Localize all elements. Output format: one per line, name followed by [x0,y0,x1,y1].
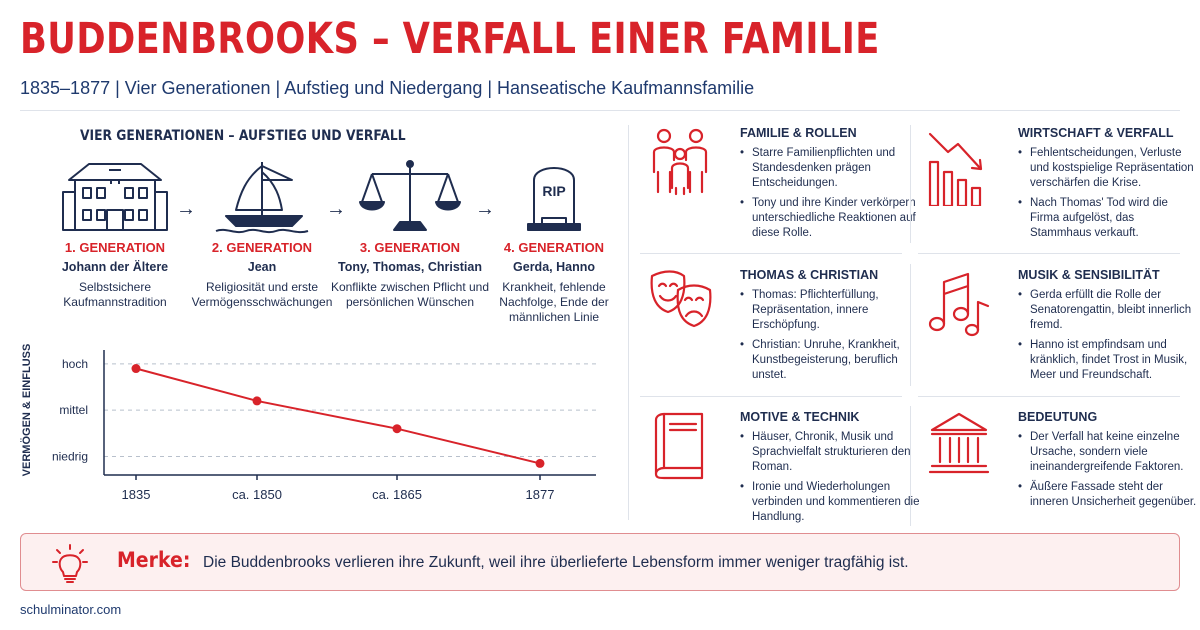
generation-names: Johann der Ältere [61,260,169,274]
list-item: Äußere Fassade steht der inneren Unsiche… [1018,480,1198,510]
house-icon [62,163,168,231]
merke-callout: Merke: Die Buddenbrooks verlieren ihre Z… [20,533,1180,591]
chart-x-tick-label: ca. 1865 [372,487,422,502]
temple-icon [928,412,990,474]
generation-description: Religiosität und erste Vermögensschwächu… [191,280,333,309]
lightbulb-icon [52,544,88,583]
panel-bedeutung: BEDEUTUNG Der Verfall hat keine einzelne… [928,410,1198,530]
merke-title: Merke: [117,548,191,572]
ship-icon [215,162,309,234]
chart-y-tick-label: niedrig [52,449,88,463]
section-divider [628,125,629,520]
panel-thomas-christian: THOMAS & CHRISTIAN Thomas: Pflichterfüll… [650,268,920,388]
panel-divider [910,125,911,243]
panel-bullets: Gerda erfüllt die Rolle der Senatorengat… [1018,288,1198,388]
generation-description: Selbstsichere Kaufmannstradition [63,280,167,309]
generation-label: 1. GENERATION [64,240,166,255]
list-item: Nach Thomas' Tod wird die Firma aufgelös… [1018,196,1198,241]
panel-bullets: Der Verfall hat keine einzelne Ursache, … [1018,430,1198,515]
generation-description: Krankheit, fehlende Nachfolge, Ende der … [499,280,609,324]
arrow-icon: → [326,198,346,220]
panel-title: THOMAS & CHRISTIAN [740,268,879,282]
chart-data-point [131,364,141,374]
theater-masks-icon [650,270,712,328]
gravestone-text: RIP [542,183,565,199]
list-item: Häuser, Chronik, Musik und Sprachvielfal… [740,430,920,475]
generation-names: Tony, Thomas, Christian [338,260,482,274]
panel-divider [640,253,902,254]
arrow-icon: → [475,198,495,220]
chart-data-point [535,458,545,468]
chart-data-point [252,396,262,406]
generation-label: 3. GENERATION [359,240,461,255]
generation-names: Jean [247,260,277,274]
wealth-influence-chart: VERMÖGEN & EINFLUSS niedrig mittel hoch 18… [20,344,596,502]
chart-y-axis-label: VERMÖGEN & EINFLUSS [20,344,33,477]
music-notes-icon [928,272,990,337]
panel-musik-sensibilitaet: MUSIK & SENSIBILITÄT Gerda erfüllt die R… [928,268,1198,388]
list-item: Der Verfall hat keine einzelne Ursache, … [1018,430,1198,475]
generations-heading: VIER GENERATIONEN – AUFSTIEG UND VERFALL [80,128,406,144]
chart-x-tick-label: 1877 [526,487,555,502]
generation-names: Gerda, Hanno [513,260,595,274]
footer-source: schulminator.com [20,602,122,617]
panel-divider [918,396,1180,397]
panel-title: MUSIK & SENSIBILITÄT [1018,268,1160,282]
list-item: Christian: Unruhe, Krankheit, Kunstbegei… [740,338,920,383]
panel-title: WIRTSCHAFT & VERFALL [1018,126,1174,140]
generation-2: 2. GENERATION Jean Religiosität und erst… [182,158,342,310]
chart-x-tick-label: ca. 1850 [232,487,282,502]
arrow-icon: → [176,198,196,220]
panel-familie-rollen: FAMILIE & ROLLEN Starre Familienpflichte… [650,126,920,246]
panel-bullets: Häuser, Chronik, Musik und Sprachvielfal… [740,430,920,530]
panel-divider [640,396,902,397]
gravestone-icon: RIP [527,167,581,231]
panel-title: MOTIVE & TECHNIK [740,410,860,424]
scales-icon [359,160,461,231]
page-title: BUDDENBROOKS – VERFALL EINER FAMILIE [20,14,880,64]
chart-series-line [135,367,541,465]
list-item: Tony und ihre Kinder verkörpern untersch… [740,196,920,241]
panel-motive-technik: MOTIVE & TECHNIK Häuser, Chronik, Musik … [650,410,920,530]
list-item: Starre Familienpflichten und Standesdenk… [740,146,920,191]
chart-data-point [392,424,402,434]
panel-bullets: Thomas: Pflichterfüllung, Repräsentation… [740,288,920,388]
page-subtitle: 1835–1877 | Vier Generationen | Aufstieg… [20,78,755,98]
list-item: Hanno ist empfindsam und kränklich, find… [1018,338,1198,383]
list-item: Thomas: Pflichterfüllung, Repräsentation… [740,288,920,333]
panel-wirtschaft-verfall: WIRTSCHAFT & VERFALL Fehlentscheidungen,… [928,126,1198,246]
merke-text: Die Buddenbrooks verlieren ihre Zukunft,… [203,554,909,571]
list-item: Ironie und Wiederholungen verbinden und … [740,480,920,525]
generation-1: 1. GENERATION Johann der Ältere Selbstsi… [35,158,195,310]
chart-y-tick-label: mittel [59,403,88,417]
generation-label: 4. GENERATION [503,240,605,255]
panel-title: BEDEUTUNG [1018,410,1098,424]
book-icon [654,412,704,480]
panel-bullets: Fehlentscheidungen, Verluste und kostspi… [1018,146,1198,246]
panel-title: FAMILIE & ROLLEN [740,126,857,140]
panel-divider [910,406,911,526]
chart-y-tick-label: hoch [62,357,88,371]
generation-3: 3. GENERATION Tony, Thomas, Christian Ko… [330,158,490,310]
chart-x-tick-label: 1835 [122,487,151,502]
generation-4: RIP 4. GENERATION Gerda, Hanno Krankheit… [474,158,634,325]
generation-label: 2. GENERATION [211,240,313,255]
declining-chart-icon [928,132,983,206]
list-item: Fehlentscheidungen, Verluste und kostspi… [1018,146,1198,191]
family-icon [652,128,708,196]
panel-divider [918,253,1180,254]
header-divider [20,110,1180,111]
panel-divider [910,264,911,386]
panel-bullets: Starre Familienpflichten und Standesdenk… [740,146,920,246]
generation-description: Konflikte zwischen Pflicht und persönlic… [330,280,490,309]
list-item: Gerda erfüllt die Rolle der Senatorengat… [1018,288,1198,333]
